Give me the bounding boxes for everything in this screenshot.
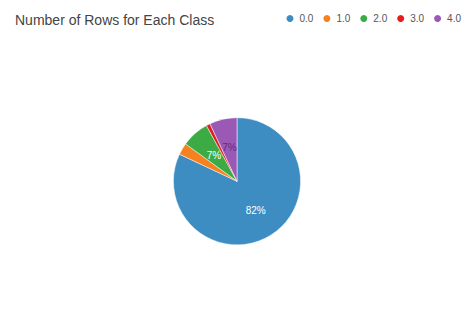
svg-text:4.0: 4.0 [447, 13, 461, 24]
svg-text:Number of Rows for Each Class: Number of Rows for Each Class [15, 12, 214, 28]
svg-text:2.0: 2.0 [373, 13, 387, 24]
svg-text:82%: 82% [246, 205, 266, 216]
svg-text:7%: 7% [207, 150, 222, 161]
svg-text:1.0: 1.0 [336, 13, 350, 24]
svg-text:3.0: 3.0 [410, 13, 424, 24]
svg-text:0.0: 0.0 [299, 13, 313, 24]
svg-text:7%: 7% [222, 142, 237, 153]
